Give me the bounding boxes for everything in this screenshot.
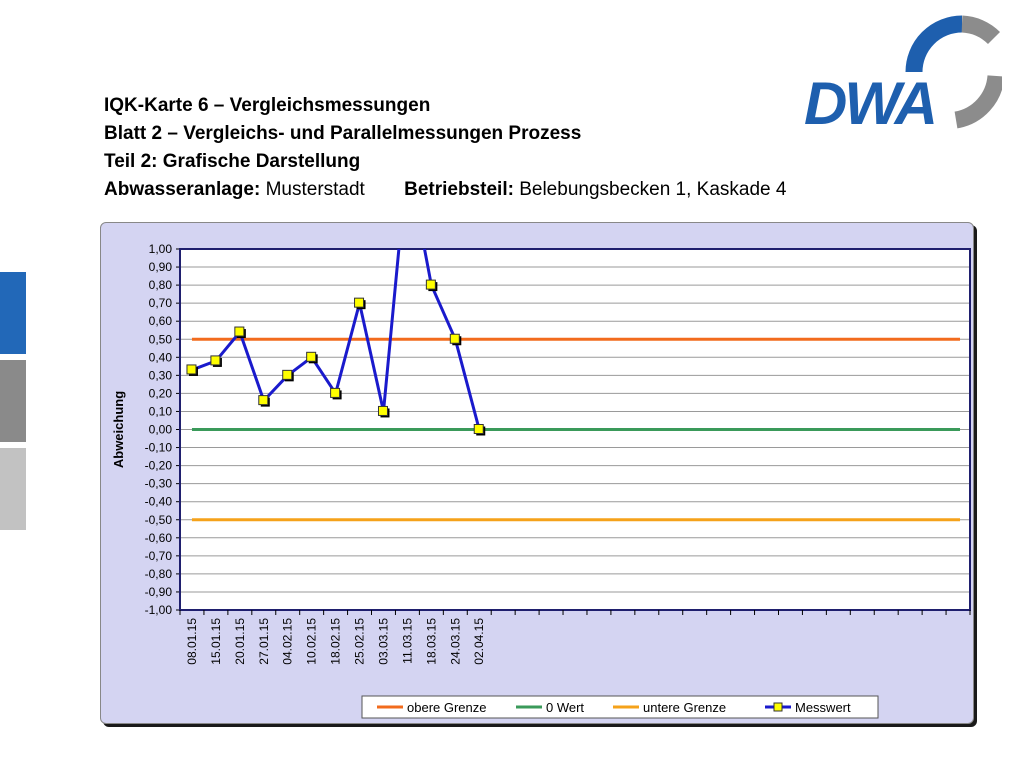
- x-tick-label: 18.02.15: [329, 618, 343, 665]
- logo-arc-gray-bottom: [954, 74, 1005, 129]
- data-point: [473, 424, 484, 434]
- series-messwert: [186, 249, 486, 436]
- header-meta: Abwasseranlage: Musterstadt Betriebsteil…: [104, 176, 786, 204]
- data-point: [425, 279, 436, 290]
- side-tab-blue: [0, 272, 26, 354]
- x-tick-label: 11.03.15: [400, 618, 414, 664]
- logo-arc-blue: [905, 15, 963, 73]
- data-point: [449, 333, 460, 344]
- x-tick-label: 18.03.15: [424, 618, 438, 665]
- x-tick-label: 25.02.15: [353, 618, 367, 665]
- section-label: Betriebsteil:: [404, 179, 514, 200]
- y-tick-label: 0,50: [149, 332, 173, 346]
- header-block: IQK-Karte 6 – Vergleichsmessungen Blatt …: [104, 92, 786, 204]
- side-tab-light-gray: [0, 448, 26, 530]
- y-tick-label: -0,50: [145, 513, 173, 527]
- data-point: [354, 297, 365, 308]
- data-point: [258, 395, 269, 406]
- legend-marker: [773, 702, 783, 712]
- dwa-logo: DWA: [796, 14, 1005, 137]
- x-tick-label: 15.01.15: [209, 618, 223, 665]
- x-tick-label: 08.01.15: [185, 618, 199, 665]
- y-tick-label: 1,00: [149, 242, 173, 256]
- logo-text: DWA: [804, 70, 935, 130]
- y-tick-label: -0,80: [145, 567, 173, 581]
- y-tick-label: 0,60: [149, 314, 173, 328]
- data-point: [234, 326, 245, 337]
- header-line-2: Blatt 2 – Vergleichs- und Parallelmessun…: [104, 123, 582, 144]
- y-tick-label: 0,70: [149, 296, 173, 310]
- y-tick-label: -0,40: [145, 495, 173, 509]
- legend-label: Messwert: [795, 700, 851, 715]
- y-tick-label: -0,10: [145, 441, 173, 455]
- data-point: [186, 364, 197, 375]
- data-point: [330, 387, 341, 398]
- y-tick-label: 0,10: [149, 404, 173, 418]
- legend-label: obere Grenze: [407, 700, 487, 715]
- y-axis-label: Abweichung: [111, 391, 126, 468]
- side-tab-dark-gray: [0, 360, 26, 442]
- data-point: [282, 369, 293, 380]
- y-tick-label: 0,00: [149, 423, 173, 437]
- header-line-3: Teil 2: Grafische Darstellung: [104, 151, 361, 172]
- x-tick-label: 04.02.15: [281, 618, 295, 665]
- section-value: Belebungsbecken 1, Kaskade 4: [519, 179, 787, 200]
- y-tick-label: -0,90: [145, 585, 173, 599]
- y-tick-label: -1,00: [145, 603, 173, 617]
- y-tick-label: -0,70: [145, 549, 173, 563]
- x-tick-label: 24.03.15: [448, 618, 462, 665]
- y-tick-label: 0,20: [149, 386, 173, 400]
- x-tick-label: 27.01.15: [257, 618, 271, 665]
- y-tick-label: -0,30: [145, 477, 173, 491]
- logo-arc-gray-top: [961, 15, 1001, 45]
- data-point: [306, 351, 317, 362]
- y-tick-label: -0,60: [145, 531, 173, 545]
- y-tick-label: 0,40: [149, 350, 173, 364]
- y-tick-label: -0,20: [145, 459, 173, 473]
- legend-label: untere Grenze: [643, 700, 726, 715]
- y-tick-label: 0,80: [149, 278, 173, 292]
- header-line-1: IQK-Karte 6 – Vergleichsmessungen: [104, 95, 431, 116]
- data-point: [377, 405, 388, 416]
- x-tick-label: 10.02.15: [305, 618, 319, 665]
- chart: 1,00 0,90 0,80 0,70 0,60 0,50 0,40 0,30 0,20 0,10…: [111, 242, 971, 719]
- plant-label: Abwasseranlage:: [104, 179, 261, 200]
- x-tick-label: 02.04.15: [472, 618, 486, 665]
- legend-label: 0 Wert: [546, 700, 584, 715]
- data-point: [210, 355, 221, 366]
- y-tick-label: 0,90: [149, 260, 173, 274]
- x-tick-label: 20.01.15: [233, 618, 247, 665]
- plant-value: Musterstadt: [265, 179, 365, 200]
- plot-border: [179, 248, 971, 611]
- chart-panel: 1,00 0,90 0,80 0,70 0,60 0,50 0,40 0,30 0,20 0,10…: [100, 222, 974, 724]
- x-tick-label: 03.03.15: [376, 618, 390, 665]
- y-tick-label: 0,30: [149, 368, 173, 382]
